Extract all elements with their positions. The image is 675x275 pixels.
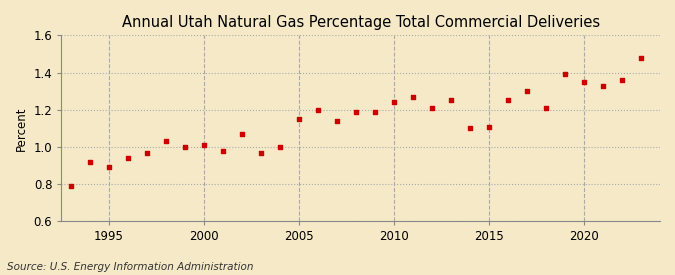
Point [313, 108, 323, 112]
Point [503, 98, 514, 103]
Point [597, 83, 608, 88]
Point [294, 117, 304, 121]
Text: Source: U.S. Energy Information Administration: Source: U.S. Energy Information Administ… [7, 262, 253, 272]
Point [180, 145, 190, 149]
Point [198, 143, 209, 147]
Point [636, 56, 647, 60]
Point [369, 109, 380, 114]
Point [541, 106, 551, 110]
Point [256, 150, 267, 155]
Point [578, 80, 589, 84]
Point [331, 119, 342, 123]
Point [103, 165, 114, 170]
Point [560, 72, 570, 77]
Point [427, 106, 437, 110]
Point [464, 126, 475, 131]
Point [389, 100, 400, 104]
Point [483, 124, 494, 129]
Point [408, 95, 418, 99]
Point [84, 160, 95, 164]
Point [522, 89, 533, 94]
Point [217, 148, 228, 153]
Point [350, 109, 361, 114]
Y-axis label: Percent: Percent [15, 106, 28, 151]
Point [236, 132, 247, 136]
Point [161, 139, 171, 144]
Point [446, 98, 456, 103]
Point [275, 145, 286, 149]
Point [616, 78, 627, 82]
Point [122, 156, 133, 160]
Title: Annual Utah Natural Gas Percentage Total Commercial Deliveries: Annual Utah Natural Gas Percentage Total… [122, 15, 599, 30]
Point [65, 184, 76, 188]
Point [142, 150, 153, 155]
